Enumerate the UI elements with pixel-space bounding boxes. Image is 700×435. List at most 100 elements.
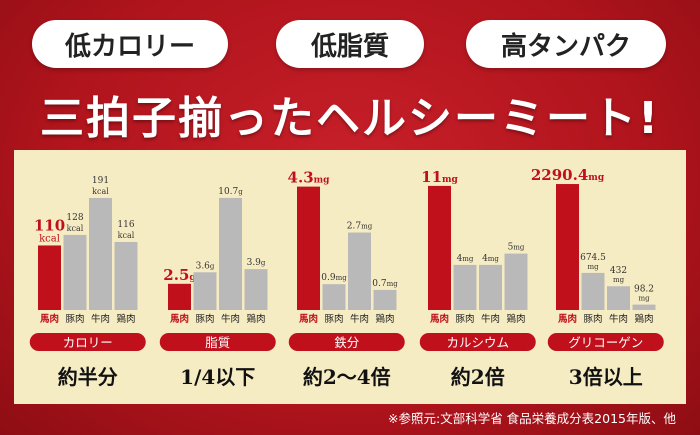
value-label: 0.9mg (321, 273, 347, 283)
nutrient-label: 脂質 (205, 335, 230, 350)
value-label-unit: g (189, 273, 196, 283)
nutrient-pill (288, 333, 405, 351)
value-label-number: 0.9 (321, 273, 336, 283)
value-label-unit: mg (488, 255, 500, 263)
value-label-unit: kcal (39, 233, 60, 244)
nutrient-label: カルシウム (446, 335, 509, 350)
bar-豚肉 (322, 284, 346, 310)
tag-pill-low-calorie: 低カロリー (32, 20, 228, 68)
bar-鶏肉 (373, 289, 397, 310)
value-label-number: 3.6 (196, 261, 211, 271)
nutrient-label: 鉄分 (334, 335, 359, 350)
value-label-unit: mg (613, 276, 625, 284)
bar-馬肉 (38, 245, 61, 310)
bar-馬肉 (168, 283, 191, 310)
bar-馬肉 (297, 186, 320, 310)
value-label-unit: mg (442, 175, 459, 185)
bar-鶏肉 (244, 269, 268, 310)
value-label-unit: mg (587, 263, 599, 271)
value-label: 11mg (421, 168, 458, 186)
value-label-unit: g (210, 262, 215, 270)
value-label-unit: mg (387, 280, 399, 288)
value-label-unit: mg (314, 176, 331, 186)
value-label-number: 2290.4 (531, 166, 588, 184)
value-label: 4mg (482, 254, 499, 264)
category-label: 馬肉 (298, 313, 318, 325)
category-label: 牛肉 (91, 313, 110, 325)
bar-馬肉 (556, 184, 579, 310)
value-label-unit: kcal (67, 224, 84, 233)
category-label: 鶏肉 (375, 313, 394, 325)
value-label-number: 432 (610, 266, 627, 276)
bar-鶏肉 (504, 253, 528, 310)
nutrient-label: カロリー (63, 335, 113, 350)
value-label-number: 5 (508, 243, 514, 253)
category-label: 豚肉 (65, 313, 84, 325)
value-label: 4mg (457, 254, 474, 264)
value-label: 4.3mg (288, 169, 331, 187)
category-label: 牛肉 (481, 313, 500, 325)
value-label: 2290.4mg (531, 166, 605, 184)
category-label: 馬肉 (429, 313, 449, 325)
category-label: 豚肉 (455, 313, 474, 325)
category-label: 馬肉 (169, 313, 189, 325)
value-label-unit: mg (336, 274, 348, 282)
value-label: 0.7mg (372, 279, 398, 289)
nutrient-pill (547, 333, 664, 351)
tag-label: 高タンパク (500, 31, 631, 62)
tag-pill-high-protein: 高タンパク (466, 20, 666, 68)
value-label-number: 110 (34, 216, 65, 234)
nutrient-pill (419, 333, 536, 351)
value-label-number: 10.7 (218, 187, 238, 197)
tag-label: 低カロリー (64, 31, 195, 62)
conclusion-label: 約2倍 (451, 365, 505, 389)
value-label-unit: mg (361, 223, 373, 231)
value-label-number: 98.2 (634, 285, 654, 295)
tag-pill-low-fat: 低脂質 (276, 20, 424, 68)
bar-牛肉 (219, 197, 242, 310)
nutrient-pill (159, 333, 276, 351)
value-label-number: 11 (421, 168, 442, 186)
bar-豚肉 (453, 264, 477, 310)
value-label-number: 674.5 (580, 253, 606, 263)
value-label-unit: mg (513, 244, 525, 252)
value-label-number: 0.7 (372, 279, 387, 289)
category-label: 豚肉 (324, 313, 343, 325)
value-label-number: 128 (66, 213, 83, 223)
value-label: 5mg (508, 243, 525, 253)
headline: 三拍子揃ったヘルシーミート! (39, 93, 661, 144)
value-label-number: 2.5 (163, 266, 189, 284)
value-label-number: 2.7 (347, 222, 362, 232)
category-label: 牛肉 (350, 313, 369, 325)
conclusion-label: 約2〜4倍 (303, 365, 391, 389)
value-label-unit: kcal (118, 231, 135, 240)
value-label-unit: mg (588, 173, 605, 183)
value-label-number: 4 (457, 254, 463, 264)
value-label-number: 4 (482, 254, 488, 264)
bar-鶏肉 (114, 241, 138, 310)
bar-牛肉 (607, 286, 630, 310)
bar-鶏肉 (632, 304, 656, 310)
bar-豚肉 (63, 234, 87, 310)
value-label-unit: mg (462, 255, 474, 263)
bar-牛肉 (348, 232, 371, 310)
source-footnote: ※参照元:文部科学省 食品栄養成分表2015年版、他 (388, 411, 676, 426)
bar-馬肉 (428, 185, 451, 310)
category-label: 豚肉 (583, 313, 602, 325)
category-label: 鶏肉 (246, 313, 265, 325)
conclusion-label: 1/4以下 (180, 365, 255, 389)
value-label-number: 4.3 (288, 169, 314, 187)
value-label: 2.7mg (347, 222, 373, 232)
value-label-unit: kcal (92, 187, 109, 196)
bar-豚肉 (193, 272, 217, 310)
value-label: 2.5g (163, 266, 196, 284)
conclusion-label: 約半分 (58, 365, 118, 389)
value-label-unit: g (261, 259, 266, 267)
value-label-unit: g (238, 188, 243, 196)
nutrient-label: グリコーゲン (568, 335, 643, 350)
value-label-number: 3.9 (247, 258, 262, 268)
value-label-number: 191 (92, 176, 109, 186)
category-label: 牛肉 (609, 313, 628, 325)
bar-牛肉 (479, 264, 502, 310)
